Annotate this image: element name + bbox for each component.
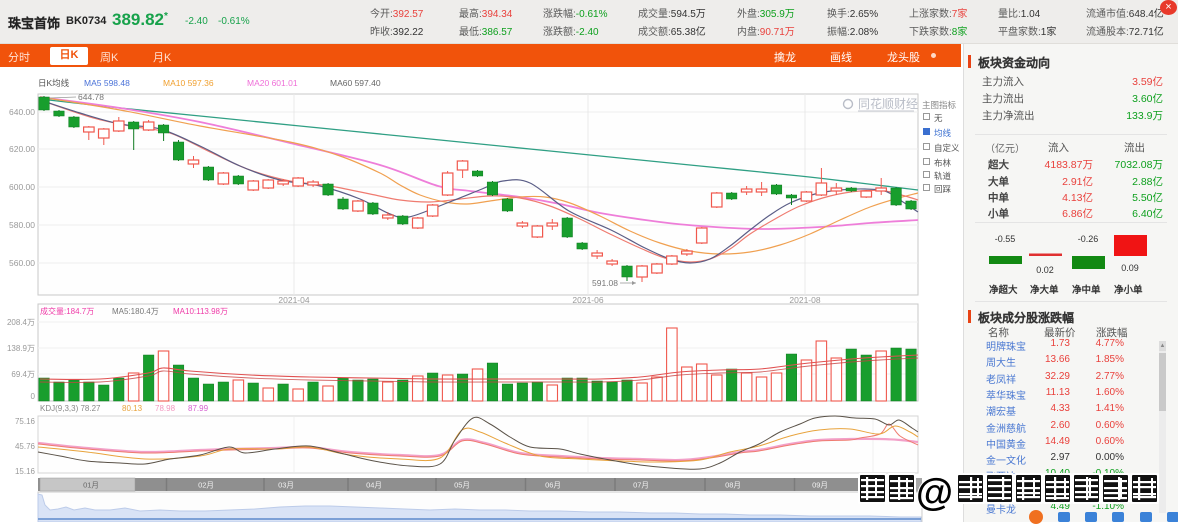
svg-text:208.4万: 208.4万 xyxy=(7,318,35,327)
svg-text:01月: 01月 xyxy=(83,481,99,490)
svg-text:同花顺财经: 同花顺财经 xyxy=(858,96,918,111)
svg-text:2021-06: 2021-06 xyxy=(572,295,603,305)
svg-text:08月: 08月 xyxy=(725,481,741,490)
svg-text:600.00: 600.00 xyxy=(9,182,35,192)
svg-text:591.08: 591.08 xyxy=(592,278,618,288)
svg-text:0.02: 0.02 xyxy=(1036,265,1054,275)
svg-text:2021-08: 2021-08 xyxy=(789,295,820,305)
svg-text:@: @ xyxy=(916,472,953,514)
svg-text:87.99: 87.99 xyxy=(188,404,209,413)
svg-text:138.9万: 138.9万 xyxy=(7,344,35,353)
svg-text:580.00: 580.00 xyxy=(9,220,35,230)
svg-text:15.16: 15.16 xyxy=(15,467,36,476)
svg-text:MA5 598.48: MA5 598.48 xyxy=(84,78,130,88)
svg-text:KDJ(9,3,3) 78.27: KDJ(9,3,3) 78.27 xyxy=(40,404,101,413)
svg-text:02月: 02月 xyxy=(198,481,214,490)
svg-text:06月: 06月 xyxy=(545,481,561,490)
svg-text:04月: 04月 xyxy=(366,481,382,490)
svg-text:MA10 597.36: MA10 597.36 xyxy=(163,78,214,88)
svg-text:-0.55: -0.55 xyxy=(995,234,1016,244)
svg-text:620.00: 620.00 xyxy=(9,144,35,154)
svg-text:07月: 07月 xyxy=(633,481,649,490)
svg-text:-0.26: -0.26 xyxy=(1078,234,1099,244)
svg-text:69.4万: 69.4万 xyxy=(11,370,35,379)
svg-text:03月: 03月 xyxy=(278,481,294,490)
svg-text:80.13: 80.13 xyxy=(122,404,143,413)
svg-text:78.98: 78.98 xyxy=(155,404,176,413)
svg-text:MA20 601.01: MA20 601.01 xyxy=(247,78,298,88)
svg-text:640.00: 640.00 xyxy=(9,107,35,117)
svg-text:MA5:180.4万: MA5:180.4万 xyxy=(112,307,159,316)
svg-text:成交量:184.7万: 成交量:184.7万 xyxy=(40,306,94,316)
svg-text:0.09: 0.09 xyxy=(1121,263,1139,273)
svg-text:MA10:113.98万: MA10:113.98万 xyxy=(173,307,228,316)
svg-text:560.00: 560.00 xyxy=(9,258,35,268)
svg-text:05月: 05月 xyxy=(454,481,470,490)
svg-text:75.16: 75.16 xyxy=(15,417,36,426)
svg-text:2021-04: 2021-04 xyxy=(278,295,309,305)
svg-text:0: 0 xyxy=(31,392,36,401)
svg-text:45.76: 45.76 xyxy=(15,442,36,451)
svg-text:644.78: 644.78 xyxy=(78,92,104,102)
svg-text:日K均线: 日K均线 xyxy=(38,78,70,88)
svg-text:09月: 09月 xyxy=(812,481,828,490)
svg-text:MA60 597.40: MA60 597.40 xyxy=(330,78,381,88)
